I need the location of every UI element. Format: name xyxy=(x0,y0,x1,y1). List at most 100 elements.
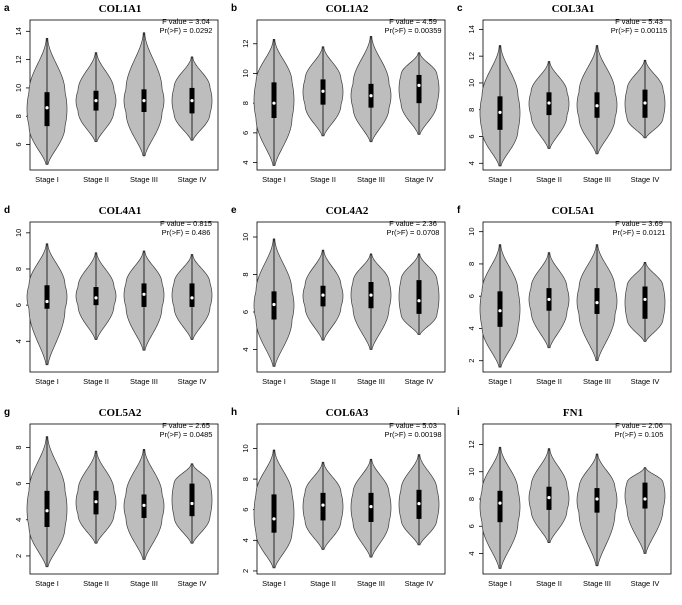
x-tick-label: Stage II xyxy=(310,377,336,386)
violin-panel-a: 6 8 10 12 14 Stage I Stage II Stage III Stage IV… xyxy=(0,0,227,200)
median-dot xyxy=(321,293,325,297)
p-value-label: Pr(>F) = 0.00359 xyxy=(384,26,442,35)
iqr-box xyxy=(271,494,277,533)
x-tick-label: Stage II xyxy=(83,579,109,588)
anova-stats: F value = 0.815 Pr(>F) = 0.486 xyxy=(151,219,221,237)
f-value-label: F value = 2.36 xyxy=(389,219,437,228)
median-dot xyxy=(643,497,647,501)
x-tick-label: Stage III xyxy=(130,377,158,386)
violin-plot-svg: 2 4 6 8 Stage I Stage II Stage III Stage IV xyxy=(14,423,219,588)
y-tick-label: 8 xyxy=(467,108,476,112)
p-value-label: Pr(>F) = 0.0121 xyxy=(612,228,666,237)
median-dot xyxy=(417,501,421,506)
x-tick-label: Stage II xyxy=(536,579,562,588)
y-tick-label: 8 xyxy=(467,262,476,266)
x-tick-label: Stage IV xyxy=(178,579,207,588)
x-tick-label: Stage II xyxy=(310,175,336,184)
y-tick-label: 6 xyxy=(241,508,250,512)
violin-panel-i: 4 6 8 10 12 Stage I Stage II Stage III Stage IV i… xyxy=(453,404,680,604)
anova-stats: F value = 2.36 Pr(>F) = 0.0708 xyxy=(378,219,448,237)
p-value-label: Pr(>F) = 0.00198 xyxy=(384,430,442,439)
x-tick-label: Stage II xyxy=(536,377,562,386)
y-tick-label: 10 xyxy=(467,468,476,476)
x-tick-label: Stage IV xyxy=(405,579,434,588)
median-dot xyxy=(272,302,276,307)
y-tick-label: 6 xyxy=(241,131,250,135)
median-dot xyxy=(498,501,502,505)
anova-stats: F value = 5.03 Pr(>F) = 0.00198 xyxy=(378,421,448,439)
median-dot xyxy=(321,503,325,507)
violin-panel-e: 4 6 8 10 Stage I Stage II Stage III Stage IV e CO… xyxy=(227,202,454,402)
median-dot xyxy=(595,497,599,501)
y-tick-label: 6 xyxy=(241,310,250,314)
median-dot xyxy=(369,94,373,98)
x-tick-label: Stage IV xyxy=(631,377,660,386)
anova-stats: F value = 2.06 Pr(>F) = 0.105 xyxy=(604,421,674,439)
y-tick-label: 4 xyxy=(241,160,250,164)
median-dot xyxy=(142,503,146,507)
panel-letter: i xyxy=(457,407,460,418)
y-tick-label: 4 xyxy=(14,339,23,343)
median-dot xyxy=(498,309,502,313)
y-tick-label: 8 xyxy=(241,477,250,481)
iqr-box xyxy=(416,74,422,104)
median-dot xyxy=(547,101,551,105)
median-dot xyxy=(369,293,373,297)
violin-plot-svg: 4 6 8 10 12 Stage I Stage II Stage III Stage IV xyxy=(467,423,672,588)
violin-panel-f: 2 4 6 8 10 Stage I Stage II Stage III Stage IV f C… xyxy=(453,202,680,402)
p-value-label: Pr(>F) = 0.0708 xyxy=(386,228,440,237)
y-tick-label: 8 xyxy=(14,114,23,118)
chart-title: COL4A1 xyxy=(98,205,142,217)
violin-plot-svg: 2 4 6 8 10 Stage I Stage II Stage III Stage IV xyxy=(467,221,672,386)
anova-stats: F value = 2.65 Pr(>F) = 0.0485 xyxy=(151,421,221,439)
y-tick-label: 8 xyxy=(467,497,476,501)
anova-stats: F value = 3.69 Pr(>F) = 0.0121 xyxy=(604,219,674,237)
iqr-box xyxy=(189,483,195,517)
f-value-label: F value = 2.06 xyxy=(615,421,663,430)
y-tick-label: 10 xyxy=(467,228,476,236)
y-tick-label: 12 xyxy=(467,52,476,60)
chart-title: COL4A2 xyxy=(325,205,369,217)
violin-panel-g: 2 4 6 8 Stage I Stage II Stage III Stage IV g COL… xyxy=(0,404,227,604)
iqr-box xyxy=(642,286,648,319)
x-tick-label: Stage I xyxy=(35,579,59,588)
y-tick-label: 4 xyxy=(241,538,250,542)
iqr-box xyxy=(44,285,50,309)
violin-plot-svg: 4 6 8 10 12 Stage I Stage II Stage III Stage IV xyxy=(241,19,446,184)
median-dot xyxy=(369,505,373,509)
y-tick-label: 14 xyxy=(14,27,23,35)
panel-letter: g xyxy=(4,407,11,418)
f-value-label: F value = 3.69 xyxy=(615,219,663,228)
median-dot xyxy=(94,500,98,504)
iqr-box xyxy=(594,288,600,314)
chart-title: COL3A1 xyxy=(551,3,595,15)
f-value-label: F value = 2.65 xyxy=(162,421,210,430)
x-tick-label: Stage IV xyxy=(631,579,660,588)
median-dot xyxy=(595,301,599,305)
anova-stats: F value = 5.43 Pr(>F) = 0.00115 xyxy=(604,17,674,35)
x-tick-label: Stage I xyxy=(262,377,286,386)
iqr-box xyxy=(271,82,277,119)
y-tick-label: 2 xyxy=(241,569,250,573)
median-dot xyxy=(94,99,98,103)
violin-panel-c: 4 6 8 10 12 14 Stage I Stage II Stage III Stage I… xyxy=(453,0,680,200)
y-tick-label: 10 xyxy=(14,84,23,92)
x-tick-label: Stage III xyxy=(583,175,611,184)
x-tick-label: Stage I xyxy=(35,175,59,184)
iqr-box xyxy=(497,291,503,327)
median-dot xyxy=(643,297,647,302)
x-tick-label: Stage IV xyxy=(631,175,660,184)
median-dot xyxy=(547,496,551,500)
x-tick-label: Stage III xyxy=(357,175,385,184)
panel-letter: c xyxy=(457,3,463,14)
panel-letter: d xyxy=(4,205,11,216)
violin-panel-d: 4 6 8 10 Stage I Stage II Stage III Stage IV d CO… xyxy=(0,202,227,402)
p-value-label: Pr(>F) = 0.486 xyxy=(161,228,211,237)
x-tick-label: Stage III xyxy=(583,377,611,386)
p-value-label: Pr(>F) = 0.0485 xyxy=(159,430,213,439)
y-tick-label: 6 xyxy=(14,482,23,486)
x-tick-label: Stage I xyxy=(35,377,59,386)
iqr-box xyxy=(189,283,195,307)
y-tick-label: 10 xyxy=(14,229,23,237)
violin-plot-svg: 4 6 8 10 Stage I Stage II Stage III Stage IV xyxy=(14,221,219,386)
